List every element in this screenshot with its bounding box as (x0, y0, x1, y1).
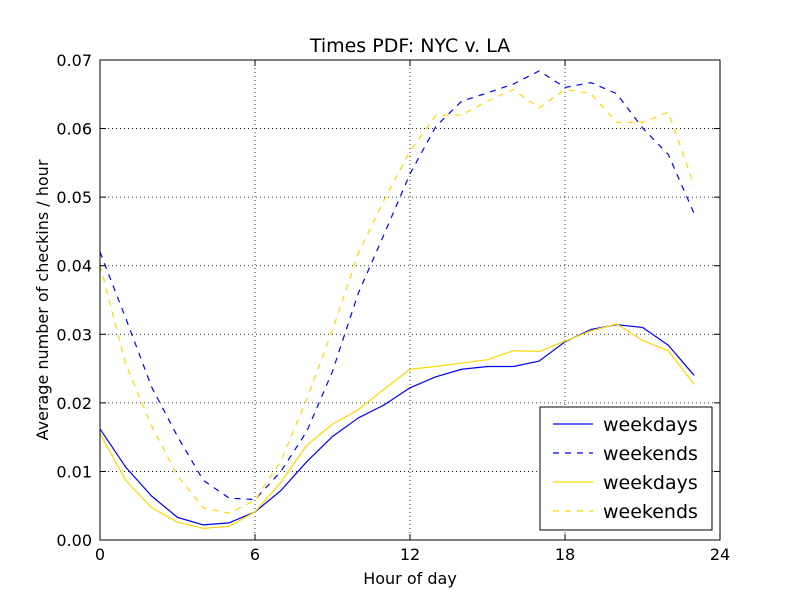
legend-label-1: weekdays (603, 414, 698, 436)
ticks: 0 6 12 18 24 0.00 0.01 0.02 0.03 0.04 0.05 0.06 0.07 (56, 51, 730, 564)
y-tick-label: 0.05 (56, 188, 92, 207)
legend-frame (539, 406, 713, 531)
y-tick-label: 0.07 (56, 51, 92, 70)
y-axis-label: Average number of checkins / hour (33, 159, 52, 440)
y-tick-label: 0.00 (56, 531, 92, 550)
x-tick-label: 6 (250, 545, 260, 564)
legend-label-2: weekends (603, 443, 698, 465)
legend-label-4: weekends (603, 501, 698, 523)
y-tick-label: 0.06 (56, 120, 92, 139)
series-lines (99, 70, 695, 529)
y-tick-label: 0.04 (56, 257, 92, 276)
x-tick-label: 12 (400, 545, 420, 564)
series-line-2 (99, 70, 695, 501)
series-line-4 (99, 88, 695, 514)
x-tick-label: 24 (710, 545, 730, 564)
y-tick-label: 0.03 (56, 325, 92, 344)
legend-label-3: weekdays (603, 472, 698, 494)
y-tick-label: 0.01 (56, 462, 92, 481)
legend: weekdays weekends weekdays weekends (539, 406, 713, 531)
series-line-3 (99, 323, 695, 529)
x-tick-label: 18 (555, 545, 575, 564)
series-line-1 (99, 324, 695, 526)
y-tick-label: 0.02 (56, 394, 92, 413)
x-axis-label: Hour of day (363, 569, 457, 588)
chart-title: Times PDF: NYC v. LA (309, 35, 510, 57)
x-tick-label: 0 (95, 545, 105, 564)
